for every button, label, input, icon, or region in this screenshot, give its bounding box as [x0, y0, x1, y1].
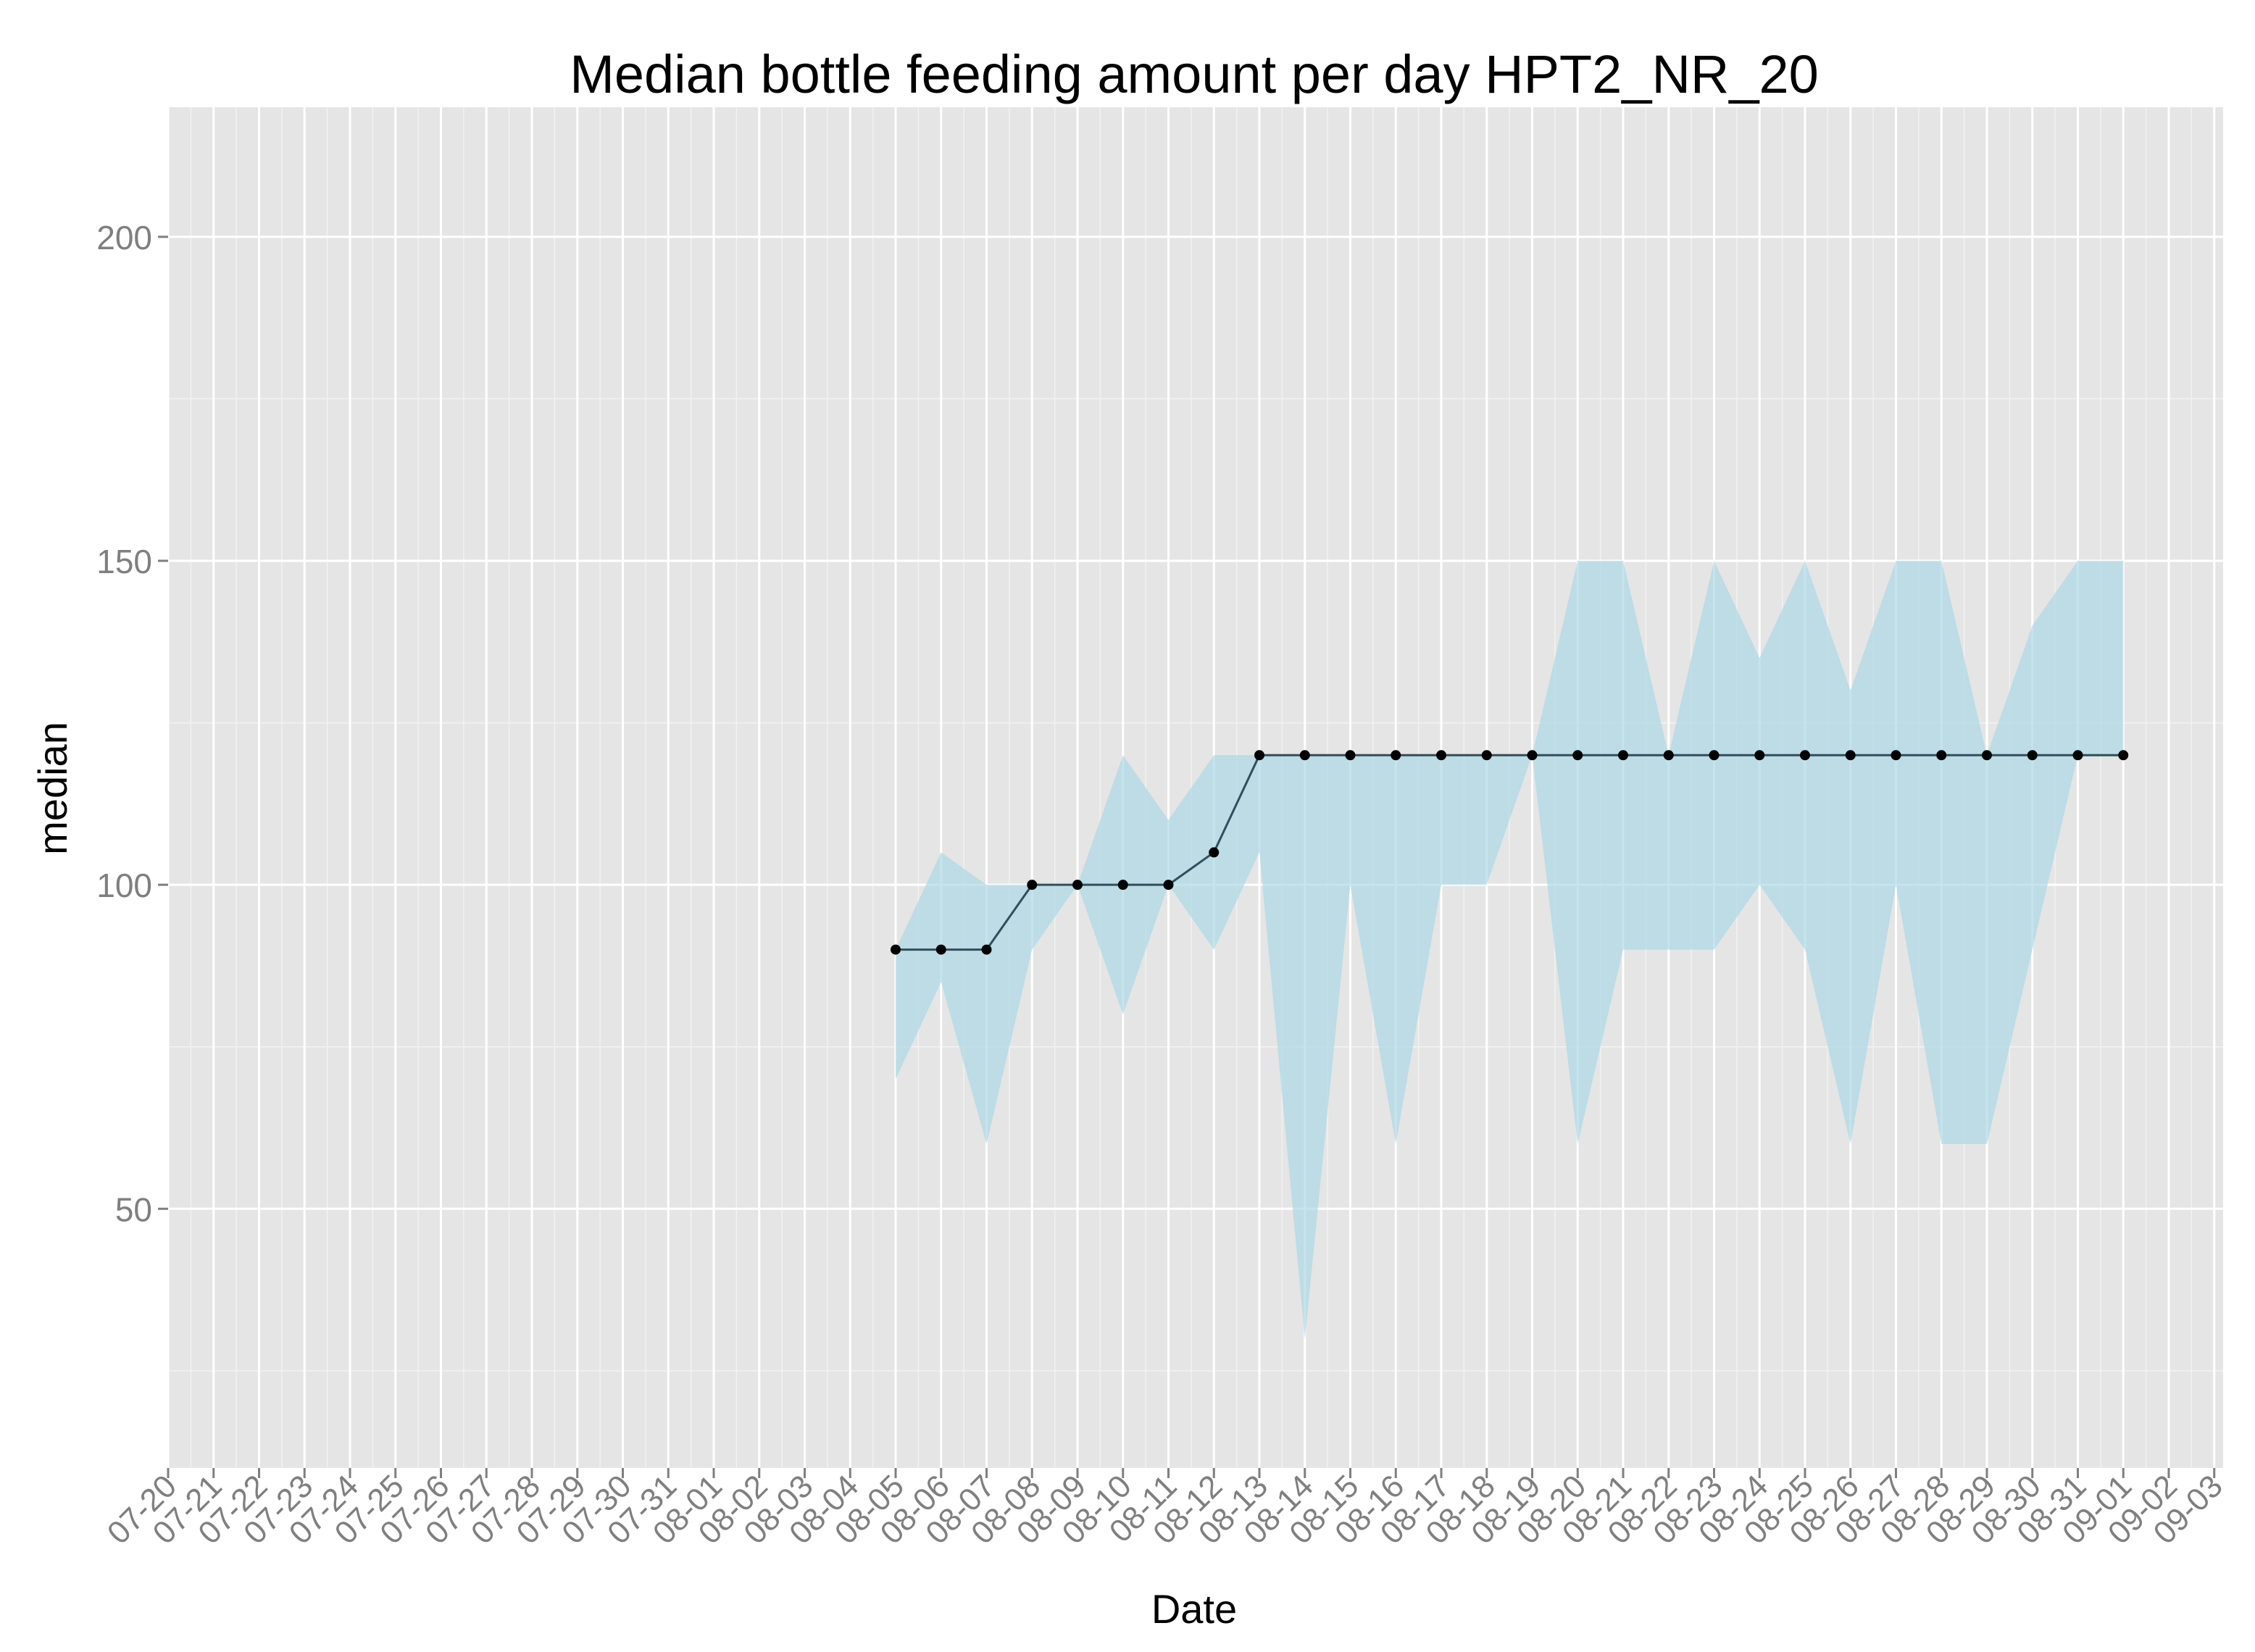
median-point	[935, 944, 946, 955]
median-series-line	[896, 754, 2124, 951]
y-axis: 50 100 150 200	[96, 219, 168, 1228]
median-point	[891, 944, 901, 955]
median-point	[1754, 750, 1765, 761]
median-point	[1481, 750, 1492, 761]
median-point	[981, 944, 992, 955]
median-line	[896, 754, 2124, 951]
median-point	[1436, 750, 1446, 761]
median-points	[891, 750, 2129, 955]
median-point	[1072, 880, 1083, 890]
median-point	[1936, 750, 1947, 761]
median-point	[2118, 750, 2129, 761]
median-point	[1117, 880, 1128, 890]
y-axis-label: median	[30, 722, 75, 855]
x-axis-label: Date	[1151, 1586, 1237, 1632]
median-point	[2027, 750, 2038, 761]
median-point	[1891, 750, 1901, 761]
y-tick-label: 100	[96, 867, 152, 904]
y-tick-label: 150	[96, 543, 152, 580]
median-point	[1254, 750, 1264, 761]
median-point	[1982, 750, 1992, 761]
median-point	[1163, 880, 1174, 890]
y-tick-label: 50	[115, 1190, 152, 1228]
median-point	[1391, 750, 1401, 761]
median-point	[1618, 750, 1628, 761]
median-point	[1572, 750, 1583, 761]
median-point	[1663, 750, 1674, 761]
median-point	[1299, 750, 1310, 761]
median-point	[1709, 750, 1720, 761]
median-point	[1027, 880, 1038, 890]
median-point	[1345, 750, 1356, 761]
median-point	[1527, 750, 1538, 761]
chart-title: Median bottle feeding amount per day HPT…	[570, 44, 1819, 104]
y-tick-label: 200	[96, 219, 152, 256]
median-point	[1209, 847, 1220, 858]
median-point	[2072, 750, 2083, 761]
median-point	[1845, 750, 1856, 761]
median-point	[1800, 750, 1810, 761]
